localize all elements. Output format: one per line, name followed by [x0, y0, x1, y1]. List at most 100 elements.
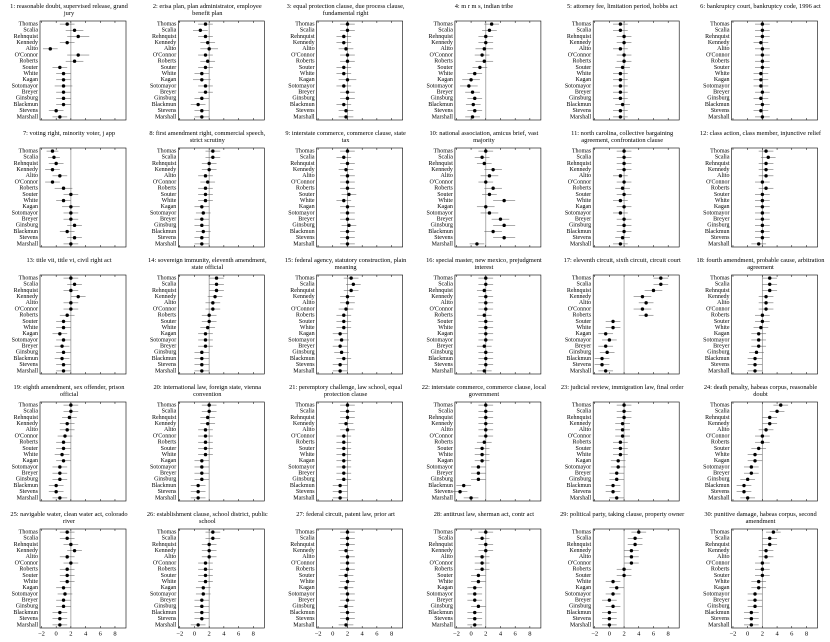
estimate-dot	[484, 428, 488, 432]
y-tick-label: Souter	[576, 65, 592, 71]
y-tick-label: Marshall	[155, 114, 177, 120]
estimate-dot	[65, 573, 69, 578]
y-tick-label: Breyer	[298, 90, 314, 96]
estimate-dot	[480, 155, 484, 159]
panel-title: 28: antitrust law, sherman act, contr ac…	[433, 511, 535, 518]
y-tick-label: Souter	[299, 446, 315, 452]
estimate-dot	[622, 53, 626, 57]
y-tick-label: Kagan	[714, 585, 730, 591]
x-tick-label: −2	[38, 630, 45, 637]
estimate-dot	[72, 236, 77, 240]
y-tick-label: Breyer	[713, 217, 729, 223]
estimate-dot	[475, 242, 479, 246]
x-tick-label: 6	[375, 630, 379, 637]
y-tick-label: O'Connor	[706, 306, 729, 312]
panel-title: 1: reasonable doubt, supervised release,…	[10, 3, 128, 17]
y-tick-label: Stevens	[158, 489, 177, 495]
estimate-dot	[203, 65, 208, 70]
y-tick-label: Thomas	[157, 529, 177, 535]
estimate-dot	[760, 229, 765, 234]
y-tick-label: Kagan	[22, 77, 38, 83]
y-tick-label: O'Connor	[568, 560, 591, 566]
y-tick-label: Alito	[302, 427, 314, 433]
estimate-dot	[344, 109, 348, 113]
y-tick-label: Souter	[714, 65, 730, 71]
estimate-dot	[201, 592, 205, 596]
y-tick-label: Stevens	[434, 235, 453, 241]
estimate-dot	[213, 294, 217, 299]
y-tick-label: Breyer	[437, 471, 453, 477]
y-tick-label: Alito	[26, 427, 38, 433]
estimate-dot	[200, 471, 204, 475]
estimate-dot	[345, 174, 350, 178]
y-tick-label: Breyer	[437, 344, 453, 350]
y-tick-label: Breyer	[22, 344, 38, 350]
estimate-dot	[484, 421, 488, 426]
x-tick-label: 4	[499, 630, 503, 637]
estimate-dot	[764, 301, 768, 305]
y-tick-label: Kagan	[437, 585, 453, 591]
estimate-dot	[211, 301, 215, 305]
estimate-dot	[484, 332, 488, 336]
x-tick-label: 6	[237, 630, 241, 637]
estimate-dot	[69, 211, 73, 215]
estimate-dot	[201, 211, 205, 215]
plot-frame	[39, 20, 127, 121]
y-tick-label: Sotomayor	[150, 591, 176, 597]
y-tick-label: Sotomayor	[703, 591, 729, 597]
panel-title: 18: fourth amendment, probable cause, ar…	[696, 257, 825, 271]
estimate-dot	[760, 59, 765, 63]
estimate-dot	[502, 198, 506, 203]
estimate-dot	[753, 459, 757, 463]
y-tick-label: Roberts	[296, 59, 315, 65]
estimate-dot	[211, 155, 215, 159]
y-tick-label: Ginsburg	[292, 604, 314, 610]
y-tick-label: Stevens	[19, 235, 38, 241]
y-tick-label: Kagan	[576, 204, 592, 210]
estimate-dot	[640, 307, 645, 311]
panel-title: 23: judicial review, immigration law, fi…	[560, 384, 684, 391]
x-tick-label: 6	[514, 630, 518, 637]
y-tick-label: Marshall	[293, 241, 315, 247]
y-tick-label: Marshall	[293, 622, 315, 628]
y-tick-label: Marshall	[708, 114, 730, 120]
estimate-dot	[200, 71, 204, 76]
estimate-dot	[342, 434, 346, 438]
estimate-dot	[618, 71, 623, 76]
estimate-dot	[342, 471, 346, 475]
y-tick-label: Ginsburg	[292, 477, 314, 483]
estimate-dot	[618, 198, 623, 203]
x-tick-label: 0	[331, 630, 334, 637]
y-tick-label: Ginsburg	[292, 96, 314, 102]
estimate-dot	[50, 180, 55, 184]
y-tick-label: Marshall	[432, 495, 454, 501]
x-tick-label: 0	[746, 630, 749, 637]
y-tick-label: Sotomayor	[565, 83, 591, 89]
y-tick-label: Thomas	[295, 148, 315, 154]
plot-frame	[316, 147, 403, 248]
estimate-dot	[69, 301, 73, 305]
y-tick-label: Rehnquist	[567, 161, 592, 167]
estimate-dot	[622, 192, 626, 197]
estimate-dot	[618, 22, 623, 26]
y-tick-label: Rehnquist	[290, 288, 315, 294]
y-tick-label: Kennedy	[570, 421, 592, 427]
estimate-dot	[207, 403, 211, 407]
y-tick-label: Kennedy	[708, 421, 730, 427]
y-tick-label: Kagan	[576, 77, 592, 83]
y-tick-label: Ginsburg	[16, 350, 38, 356]
y-tick-label: Stevens	[296, 362, 315, 368]
y-tick-label: Scalia	[300, 409, 315, 415]
estimate-dot	[58, 332, 62, 336]
x-tick-label: −2	[176, 630, 183, 637]
y-tick-label: Stevens	[434, 362, 453, 368]
estimate-dot	[214, 288, 219, 293]
panel-title: 6: bankruptcy court, bankruptcy code, 19…	[700, 3, 821, 10]
y-tick-label: Rehnquist	[705, 288, 730, 294]
estimate-dot	[768, 542, 772, 547]
estimate-dot	[633, 536, 637, 540]
y-tick-label: Kagan	[437, 204, 453, 210]
estimate-dot	[69, 403, 73, 407]
estimate-dot	[345, 217, 350, 221]
panel-title: 3: equal protection clause, due process …	[286, 3, 405, 17]
